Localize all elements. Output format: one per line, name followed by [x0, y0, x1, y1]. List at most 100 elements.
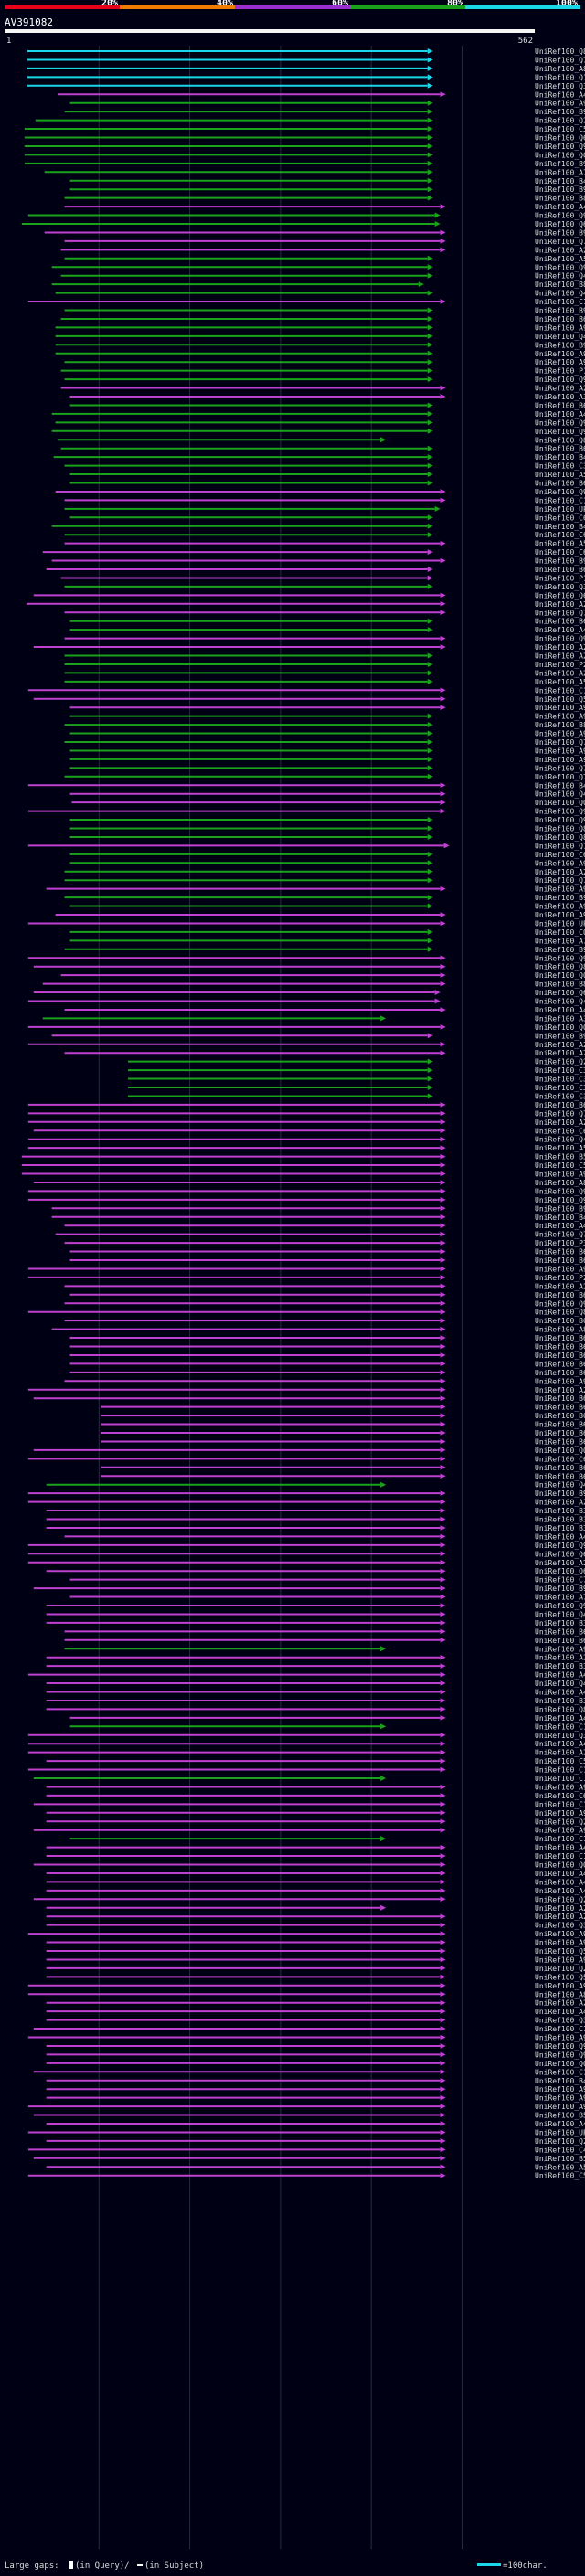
- hit-label: UniRef100_P36494: [535, 1239, 585, 1247]
- hit-arrow: [440, 1171, 446, 1177]
- hit-label: UniRef100_B6D217: [535, 1343, 585, 1352]
- hit-label: UniRef100_A9NJM3: [535, 1827, 585, 1835]
- hit-arrow: [440, 91, 446, 98]
- hit-label: UniRef100_A3B294: [535, 1014, 585, 1023]
- hit-label: UniRef100_C1MK88: [535, 686, 585, 694]
- hit-label: UniRef100_Q5K093: [535, 1973, 585, 1981]
- hit-label: UniRef100_C1FEC3: [535, 1800, 585, 1808]
- hit-label: UniRef100_B9RR76: [535, 1032, 585, 1040]
- hit-arrow: [440, 1438, 446, 1445]
- hit-arrow: [440, 1179, 446, 1185]
- hit-arrow: [440, 1619, 446, 1626]
- hit-label: UniRef100_C1MHZ2: [535, 1835, 585, 1843]
- hit-arrow: [440, 2034, 446, 2041]
- hit-arrow: [427, 376, 433, 383]
- hit-label: UniRef100_Q9ZUT0: [535, 263, 585, 271]
- hit-arrow: [427, 402, 433, 408]
- hit-label: UniRef100_B8BCF0: [535, 981, 585, 989]
- hit-label: UniRef100_Q9M320: [535, 428, 585, 436]
- hit-label: UniRef100_B6D226: [535, 1412, 585, 1420]
- hit-label: UniRef100_B4FYT3: [535, 177, 585, 186]
- hit-arrow: [440, 1516, 446, 1522]
- hit-label: UniRef100_C6TLU9: [535, 851, 585, 859]
- hit-label: UniRef100_A9TX00: [535, 730, 585, 738]
- hit-arrow: [427, 946, 433, 952]
- hit-label: UniRef100_Q6YWU7: [535, 591, 585, 599]
- hit-arrow: [440, 1999, 446, 2006]
- legend-scale-bar: [477, 2563, 501, 2566]
- hit-arrow: [440, 1931, 446, 1937]
- hit-arrow: [427, 877, 433, 884]
- hit-arrow: [440, 1671, 446, 1678]
- hit-label: UniRef100_B9RT12: [535, 894, 585, 902]
- hit-arrow: [440, 1162, 446, 1169]
- hit-label: UniRef100_A9NUC5: [535, 911, 585, 919]
- hit-arrow: [427, 48, 433, 54]
- hit-arrow: [427, 618, 433, 624]
- hit-arrow: [440, 1456, 446, 1462]
- hit-label: UniRef100_Q81567: [535, 1309, 585, 1317]
- hit-arrow: [427, 825, 433, 832]
- hit-arrow: [440, 1473, 446, 1479]
- hit-arrow: [440, 1870, 446, 1876]
- hit-arrow: [427, 670, 433, 676]
- hit-arrow: [440, 1196, 446, 1203]
- hit-label: UniRef100_A4QPJ7: [535, 1532, 585, 1541]
- hit-arrow: [440, 790, 446, 797]
- hit-label: UniRef100_A4UBF4: [535, 410, 585, 419]
- hit-label: UniRef100_Q2V3R9: [535, 2137, 585, 2146]
- hit-label: UniRef100_A9T399: [535, 1982, 585, 1990]
- hit-arrow: [440, 1413, 446, 1419]
- hit-label: UniRef100_A81249: [535, 1990, 585, 1998]
- hit-label: UniRef100_Q9SF90: [535, 1542, 585, 1550]
- hit-arrow: [434, 998, 441, 1004]
- hit-label: UniRef100_A2SY93: [535, 1499, 585, 1507]
- hit-label: UniRef100_Q43382: [535, 1481, 585, 1489]
- hit-label: UniRef100_B6D225: [535, 1352, 585, 1360]
- hit-arrow: [440, 1594, 446, 1600]
- hit-label: UniRef100_A7PB75: [535, 937, 585, 945]
- hit-label: UniRef100_Q6DV17: [535, 1567, 585, 1575]
- hit-label: UniRef100_Q8LCR7: [535, 1705, 585, 1713]
- hit-label: UniRef100_UP1000...: [535, 2128, 585, 2136]
- hit-arrow: [427, 895, 433, 901]
- hit-arrow: [440, 1110, 446, 1117]
- hit-arrow: [440, 1792, 446, 1798]
- hit-arrow: [427, 1033, 433, 1039]
- hit-label: UniRef100_Q9FJ97: [535, 808, 585, 816]
- hit-label: UniRef100_Q41039: [535, 790, 585, 799]
- hit-label: UniRef100_Q43485: [535, 272, 585, 281]
- hit-label: UniRef100_B6D216: [535, 1437, 585, 1446]
- hit-label: UniRef100_Q2QYF1: [535, 1818, 585, 1826]
- hit-arrow: [427, 817, 433, 823]
- hit-arrow: [440, 1274, 446, 1280]
- hit-label: UniRef100_A7PS05: [535, 1594, 585, 1602]
- hit-label: UniRef100_Q9SBM9: [535, 1187, 585, 1195]
- hit-arrow: [427, 713, 433, 719]
- hit-arrow: [440, 1023, 446, 1030]
- hit-arrow: [440, 1145, 446, 1151]
- hit-arrow: [440, 1766, 446, 1773]
- hit-arrow: [440, 1879, 446, 1885]
- hit-arrow: [440, 2164, 446, 2170]
- hit-arrow: [440, 1378, 446, 1384]
- hit-label: UniRef100_C3UVS8: [535, 1084, 585, 1092]
- hit-label: UniRef100_Q69P91: [535, 989, 585, 997]
- hit-label: UniRef100_Q32904: [535, 1732, 585, 1740]
- hit-arrow: [380, 1836, 387, 1842]
- hit-label: UniRef100_B6D224: [535, 1464, 585, 1472]
- hit-arrow: [427, 739, 433, 745]
- hit-label: UniRef100_Q0J1V2: [535, 1023, 585, 1032]
- hit-arrow: [440, 2137, 446, 2144]
- identity-band: [235, 5, 350, 9]
- hit-label: UniRef100_Q9SNL4: [535, 2042, 585, 2051]
- hit-arrow: [440, 1318, 446, 1324]
- hit-arrow: [440, 1801, 446, 1807]
- hit-label: UniRef100_B6DY29: [535, 1256, 585, 1265]
- hit-arrow: [440, 610, 446, 616]
- hit-arrow: [427, 359, 433, 366]
- hit-label: UniRef100_A2YB87: [535, 1904, 585, 1913]
- hit-arrow: [440, 497, 446, 504]
- hit-arrow: [440, 1965, 446, 1971]
- hit-label: UniRef100_C5Z7Z5: [535, 2172, 585, 2180]
